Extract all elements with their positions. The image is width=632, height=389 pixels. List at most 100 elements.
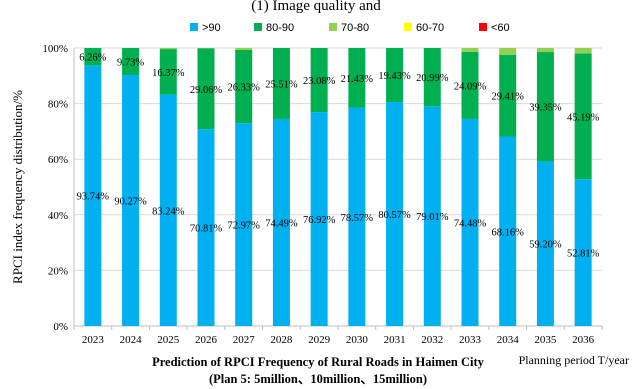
data-label: 26.33% [228, 83, 261, 94]
data-label: 29.41% [492, 92, 525, 103]
bar-segment [574, 53, 592, 180]
legend-swatch [190, 23, 198, 31]
data-label: 70.81% [190, 224, 223, 235]
x-tick-label: 2035 [534, 334, 557, 346]
data-label: 79.01% [416, 212, 449, 223]
bar-segment [423, 106, 441, 326]
x-tick-label: 2034 [497, 334, 520, 346]
bar-segment [386, 48, 404, 103]
gridlines [73, 47, 602, 327]
legend-swatch [479, 23, 487, 31]
bar-segment [536, 161, 554, 326]
bar-segment [235, 123, 253, 326]
bar-segment [84, 65, 102, 326]
data-label: 93.74% [77, 192, 110, 203]
bar-segment [499, 54, 517, 137]
data-label: 23.08% [303, 76, 336, 87]
data-label: 90.27% [114, 197, 147, 208]
data-label: 16.37% [152, 68, 185, 79]
data-label: 83.24% [152, 206, 185, 217]
data-label: 52.81% [567, 249, 600, 260]
bar-segment [84, 48, 102, 66]
y-axis-title: RPCI index frequency distribution/% [10, 90, 25, 284]
bar-segment [536, 52, 554, 162]
x-tick-label: 2032 [421, 334, 443, 346]
data-label: 78.57% [341, 213, 374, 224]
legend-label: 60-70 [416, 22, 444, 34]
x-tick-label: 2030 [346, 334, 369, 346]
bars [84, 48, 592, 326]
x-axis-title: Planning period T/year [519, 353, 629, 367]
bar-segment [235, 48, 253, 50]
bar-segment [499, 136, 517, 326]
bar-segment [197, 129, 215, 326]
caption-line-1: Prediction of RPCI Frequency of Rural Ro… [152, 355, 485, 369]
bar-segment [159, 49, 177, 95]
bar-segment [310, 48, 328, 113]
x-tick-label: 2024 [120, 334, 143, 346]
x-tick-label: 2025 [157, 334, 180, 346]
data-label: 21.43% [341, 74, 374, 85]
legend: >90 80-90 70-80 60-70 <60 [190, 22, 510, 34]
bar-segment [461, 118, 479, 326]
x-tick-label: 2029 [308, 334, 331, 346]
data-label: 45.19% [567, 112, 600, 123]
legend-label: <60 [491, 22, 510, 34]
data-label: 9.73% [117, 58, 144, 69]
legend-label: 80-90 [266, 22, 294, 34]
legend-swatch [329, 23, 337, 31]
bar-segment [461, 48, 479, 52]
bar-segment [499, 48, 517, 55]
y-tick-label: 40% [48, 210, 68, 222]
legend-swatch [404, 23, 412, 31]
bar-segment [461, 51, 479, 119]
bar-segment [272, 48, 290, 119]
legend-label: >90 [202, 22, 221, 34]
bar-segment [122, 75, 140, 326]
data-label: 20.99% [416, 73, 449, 84]
bar-segment [197, 48, 215, 130]
data-label: 80.57% [378, 210, 411, 221]
legend-swatch [254, 23, 262, 31]
x-axis-ticks: 2023 2024 2025 2026 2027 2028 2029 2030 2031 2032… [73, 326, 603, 346]
data-label: 6.26% [79, 53, 106, 64]
bar-segment [386, 102, 404, 326]
bar-segment [272, 118, 290, 326]
bar-segment [310, 112, 328, 326]
data-labels: 93.74% 6.26% 90.27% 9.73% 83.24% 16.37% 70.81%… [77, 53, 600, 260]
bar-segment [235, 49, 253, 124]
y-tick-label: 20% [48, 265, 68, 277]
x-tick-label: 2031 [384, 334, 406, 346]
y-tick-label: 80% [48, 99, 68, 111]
x-tick-label: 2027 [233, 334, 256, 346]
bar-segment [536, 48, 554, 53]
data-label: 19.43% [378, 71, 411, 82]
y-tick-label: 0% [53, 321, 68, 333]
bar-segment [122, 48, 140, 76]
data-label: 29.06% [190, 85, 223, 96]
bar-segment [159, 48, 177, 50]
legend-label: 70-80 [341, 22, 369, 34]
data-label: 59.20% [529, 240, 562, 251]
data-label: 39.35% [529, 103, 562, 114]
y-axis-ticks: 0% 20% 40% 60% 80% 100% [42, 43, 68, 333]
chart-top-title: (1) Image quality and [251, 0, 381, 14]
data-label: 74.49% [265, 218, 298, 229]
bar-segment [574, 48, 592, 54]
x-tick-label: 2033 [459, 334, 482, 346]
data-label: 68.16% [492, 227, 525, 238]
y-tick-label: 100% [42, 43, 68, 55]
x-tick-label: 2028 [270, 334, 293, 346]
data-label: 76.92% [303, 215, 336, 226]
bar-segment [348, 48, 366, 108]
caption-line-2: (Plan 5: 5million、10million、15million) [209, 372, 427, 386]
bar-segment [574, 179, 592, 326]
x-tick-label: 2026 [195, 334, 218, 346]
bar-segment [423, 48, 441, 107]
x-tick-label: 2036 [572, 334, 595, 346]
data-label: 25.51% [265, 79, 298, 90]
x-tick-label: 2023 [82, 334, 105, 346]
data-label: 74.48% [454, 218, 487, 229]
bar-segment [348, 107, 366, 326]
